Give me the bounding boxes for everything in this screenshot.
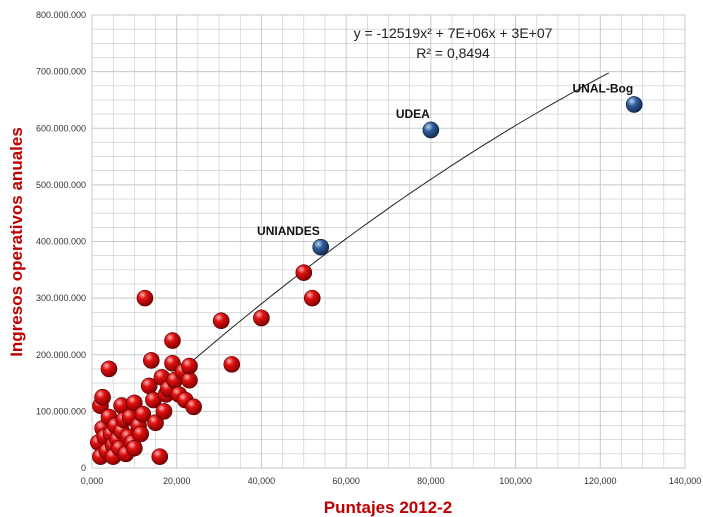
data-point [181,371,198,389]
data-point [132,425,150,443]
data-points [90,96,643,465]
y-tick-label: 400.000.000 [36,237,86,247]
y-axis-ticks: 0 100.000.000 200.000.000 300.000.000 400.00… [36,10,86,473]
data-point [151,448,169,465]
y-tick-label: 200.000.000 [36,350,86,360]
point-labels: UNIANDES UDEA UNAL-Bog [257,81,633,238]
x-tick-label: 80,000 [417,476,445,486]
x-axis-ticks: 0,000 20,000 40,000 60,000 80,000 100,000 120,… [81,476,702,486]
point-label: UNAL-Bog [573,81,634,95]
data-point [143,352,160,369]
data-point [136,289,154,307]
y-tick-label: 300.000.000 [36,293,86,303]
x-tick-label: 40,000 [248,476,276,486]
data-point [126,439,143,457]
data-point [295,264,313,281]
data-point-highlight [625,96,643,113]
x-tick-label: 100,000 [499,476,532,486]
data-point [181,357,198,375]
trend-r-squared: R² = 0,8494 [416,45,490,61]
data-point-highlight [312,238,330,256]
trend-equation: y = -12519x² + 7E+06x + 3E+07 [354,25,553,41]
data-point [134,405,152,423]
y-tick-label: 100.000.000 [36,406,86,416]
x-axis-title: Puntajes 2012-2 [324,498,453,517]
y-tick-label: 800.000.000 [36,10,86,20]
data-point [94,388,111,406]
y-tick-label: 700.000.000 [36,67,86,77]
data-point [126,394,143,412]
x-tick-label: 140,000 [669,476,702,486]
data-point [185,398,202,416]
data-point-highlight [422,121,440,139]
data-point [155,403,173,420]
x-tick-label: 20,000 [163,476,191,486]
x-tick-label: 60,000 [332,476,360,486]
y-tick-label: 500.000.000 [36,180,86,190]
data-point [223,356,241,373]
y-tick-label: 600.000.000 [36,123,86,133]
x-tick-label: 0,000 [81,476,104,486]
data-point [303,289,321,307]
y-tick-label: 0 [81,463,86,473]
point-label: UNIANDES [257,224,320,238]
data-point [100,360,118,378]
data-point [253,309,270,327]
trendline [176,72,610,375]
data-point [147,414,164,432]
y-axis-title: Ingresos operativos anuales [7,127,26,357]
data-point [212,312,230,330]
data-point [164,332,181,349]
point-label: UDEA [396,107,430,121]
gridlines [91,14,686,469]
x-tick-label: 120,000 [584,476,617,486]
